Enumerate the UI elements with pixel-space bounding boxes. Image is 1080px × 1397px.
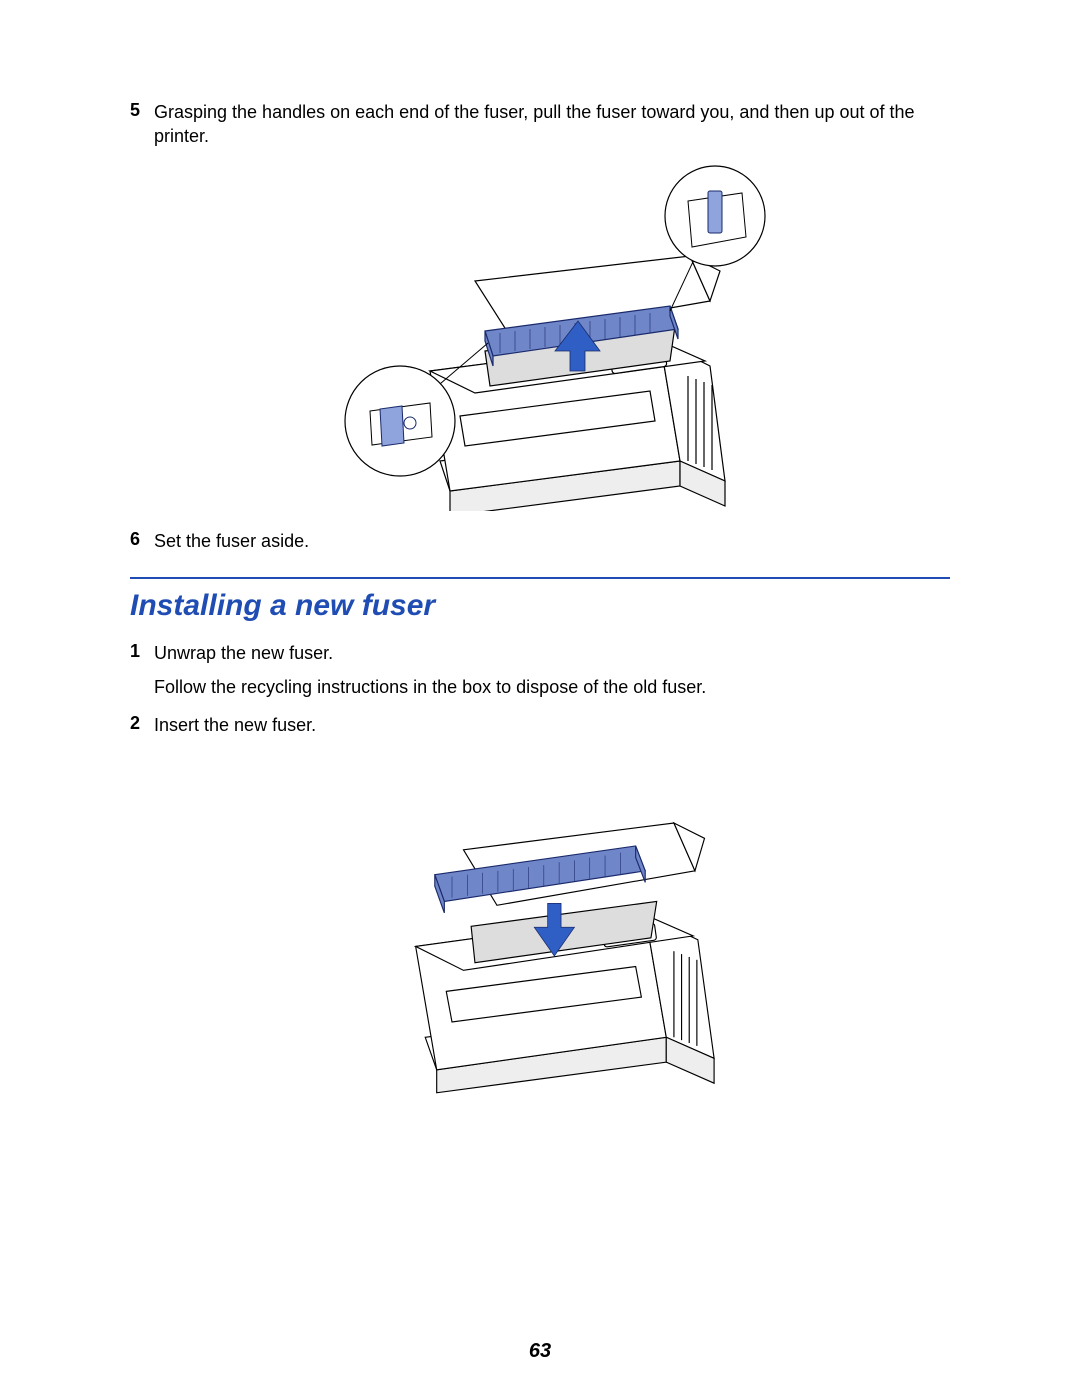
section-divider: [130, 577, 950, 579]
step-text: Grasping the handles on each end of the …: [154, 100, 950, 149]
section-heading: Installing a new fuser: [130, 589, 950, 623]
step-item: 5 Grasping the handles on each end of th…: [130, 100, 950, 149]
document-page: 5 Grasping the handles on each end of th…: [0, 0, 1080, 1397]
figure-install-fuser: [130, 750, 950, 1095]
step-item: 6 Set the fuser aside.: [130, 529, 950, 553]
step-number: 5: [130, 100, 154, 121]
step-number: 6: [130, 529, 154, 550]
step-number: 1: [130, 641, 154, 662]
step-text: Insert the new fuser.: [154, 713, 316, 737]
step-text: Set the fuser aside.: [154, 529, 309, 553]
step-subtext: Follow the recycling instructions in the…: [154, 675, 950, 699]
step-item: 2 Insert the new fuser.: [130, 713, 950, 737]
printer-install-fuser-illustration: [320, 750, 760, 1095]
page-number: 63: [0, 1340, 1080, 1363]
step-number: 2: [130, 713, 154, 734]
step-text: Unwrap the new fuser.: [154, 641, 333, 665]
step-item: 1 Unwrap the new fuser.: [130, 641, 950, 665]
printer-remove-fuser-illustration: [310, 161, 770, 511]
figure-remove-fuser: [130, 161, 950, 511]
